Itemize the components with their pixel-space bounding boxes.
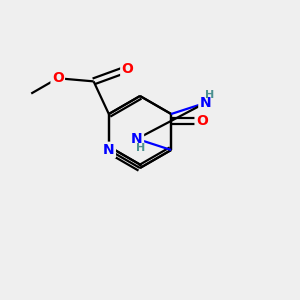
Text: N: N (103, 143, 115, 157)
Text: H: H (136, 143, 146, 153)
Text: O: O (122, 62, 134, 76)
Text: N: N (131, 132, 143, 146)
Text: O: O (196, 114, 208, 128)
Text: N: N (200, 96, 211, 110)
Text: O: O (52, 71, 64, 85)
Text: H: H (205, 90, 214, 100)
